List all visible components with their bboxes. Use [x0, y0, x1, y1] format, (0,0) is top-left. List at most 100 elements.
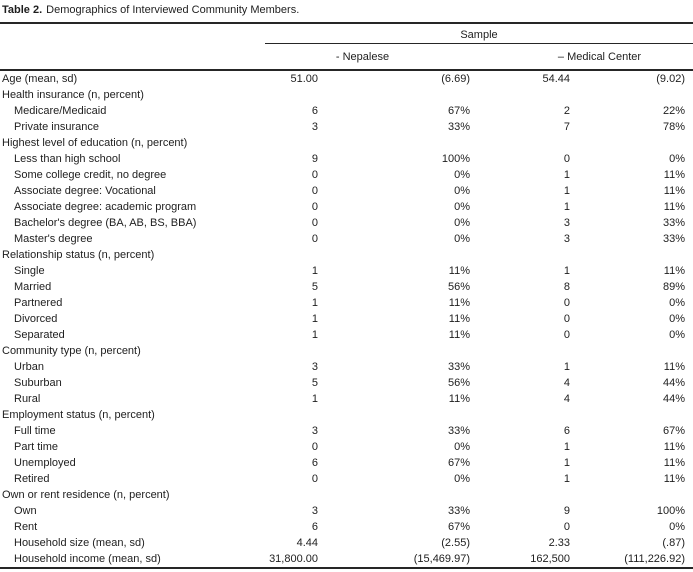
cell: (2.55): [441, 537, 470, 549]
row-label: Health insurance (n, percent): [2, 89, 144, 101]
cell: 0: [311, 169, 318, 181]
cell: 1: [563, 201, 570, 213]
cell: 33%: [447, 361, 470, 373]
row-label: Separated: [14, 329, 65, 341]
row-label: Married: [14, 281, 52, 293]
group-header-nepalese: - Nepalese: [265, 51, 472, 63]
cell: 1: [311, 329, 318, 341]
cell: 11%: [663, 201, 685, 213]
cell: 8: [563, 281, 570, 293]
cell: 162,500: [530, 553, 570, 565]
row-label: Urban: [14, 361, 44, 373]
table-row: Divorced 1 11% 0 0%: [0, 311, 693, 327]
section-header-row: Employment status (n, percent): [0, 407, 693, 423]
cell: 3: [311, 425, 318, 437]
cell: [267, 343, 322, 359]
cell: 6: [311, 457, 318, 469]
cell: 0%: [669, 313, 685, 325]
table-row: Medicare/Medicaid 6 67% 2 22%: [0, 103, 693, 119]
cell: 100%: [656, 505, 685, 517]
cell: 33%: [447, 425, 470, 437]
row-label: Rent: [14, 521, 38, 533]
cell: 1: [563, 473, 570, 485]
cell: [267, 247, 322, 263]
row-label: Full time: [14, 425, 56, 437]
table-caption-text: Demographics of Interviewed Community Me…: [46, 4, 300, 16]
group-header-medical-center-label: – Medical Center: [557, 50, 642, 63]
cell: 11%: [448, 313, 470, 325]
cell: 1: [311, 297, 318, 309]
table-row: Master's degree 0 0% 3 33%: [0, 231, 693, 247]
sample-header-cell: Sample: [265, 24, 693, 44]
table-row: Associate degree: academic program 0 0% 1 11…: [0, 199, 693, 215]
table-header: Sample - Nepalese – Medical Center: [0, 24, 693, 69]
table-row: Separated 1 11% 0 0%: [0, 327, 693, 343]
cell: [322, 135, 472, 151]
section-header-row: Community type (n, percent): [0, 343, 693, 359]
cell: 0%: [669, 329, 685, 341]
bottom-rule: [0, 567, 693, 569]
cell: 0%: [454, 169, 470, 181]
table-row: Own 3 33% 9 100%: [0, 503, 693, 519]
cell: 54.44: [542, 73, 570, 85]
table-caption: Table 2. Demographics of Interviewed Comm…: [0, 0, 693, 20]
cell: 6: [563, 425, 570, 437]
cell: [267, 407, 322, 423]
cell: [572, 247, 693, 263]
top-rule: [0, 22, 693, 24]
cell: 11%: [663, 361, 685, 373]
cell: [572, 135, 693, 151]
table-row: Urban 3 33% 1 11%: [0, 359, 693, 375]
cell: 11%: [448, 265, 470, 277]
cell: 1: [563, 457, 570, 469]
cell: (6.69): [441, 73, 470, 85]
cell: 56%: [447, 281, 470, 293]
cell: 1: [311, 313, 318, 325]
cell: 3: [563, 217, 570, 229]
cell: 2: [563, 105, 570, 117]
cell: 6: [311, 105, 318, 117]
cell: 44%: [662, 393, 685, 405]
cell: 0%: [454, 185, 470, 197]
cell: 0: [311, 185, 318, 197]
cell: 51.00: [290, 73, 318, 85]
table-row: Part time 0 0% 1 11%: [0, 439, 693, 455]
table-row: Household income (mean, sd) 31,800.00 (15,…: [0, 551, 693, 567]
table-row: Single 1 11% 1 11%: [0, 263, 693, 279]
row-label: Medicare/Medicaid: [14, 105, 107, 117]
cell: (9.02): [656, 73, 685, 85]
cell: 100%: [441, 153, 470, 165]
row-label: Master's degree: [14, 233, 93, 245]
cell: [572, 87, 693, 103]
cell: 1: [563, 169, 570, 181]
row-label: Bachelor's degree (BA, AB, BS, BBA): [14, 217, 197, 229]
row-label: Own or rent residence (n, percent): [2, 489, 170, 501]
section-header-row: Relationship status (n, percent): [0, 247, 693, 263]
row-label: Private insurance: [14, 121, 99, 133]
cell: 1: [563, 185, 570, 197]
cell: [572, 343, 693, 359]
cell: 22%: [662, 105, 685, 117]
cell: 5: [311, 377, 318, 389]
row-label: Suburban: [14, 377, 62, 389]
group-header-nepalese-label: - Nepalese: [335, 50, 390, 63]
cell: 33%: [662, 233, 685, 245]
table-row: Married 5 56% 8 89%: [0, 279, 693, 295]
cell: [472, 343, 572, 359]
cell: 67%: [447, 457, 470, 469]
cell: [267, 135, 322, 151]
cell: [472, 247, 572, 263]
cell: 0%: [454, 217, 470, 229]
row-label: Age (mean, sd): [2, 73, 78, 85]
cell: [322, 407, 472, 423]
cell: 0: [311, 473, 318, 485]
cell: 89%: [662, 281, 685, 293]
cell: 0: [311, 441, 318, 453]
cell: 11%: [663, 169, 685, 181]
cell: 11%: [663, 441, 685, 453]
cell: 31,800.00: [269, 553, 318, 565]
section-header-row: Own or rent residence (n, percent): [0, 487, 693, 503]
cell: 2.33: [548, 537, 570, 549]
cell: 7: [563, 121, 570, 133]
